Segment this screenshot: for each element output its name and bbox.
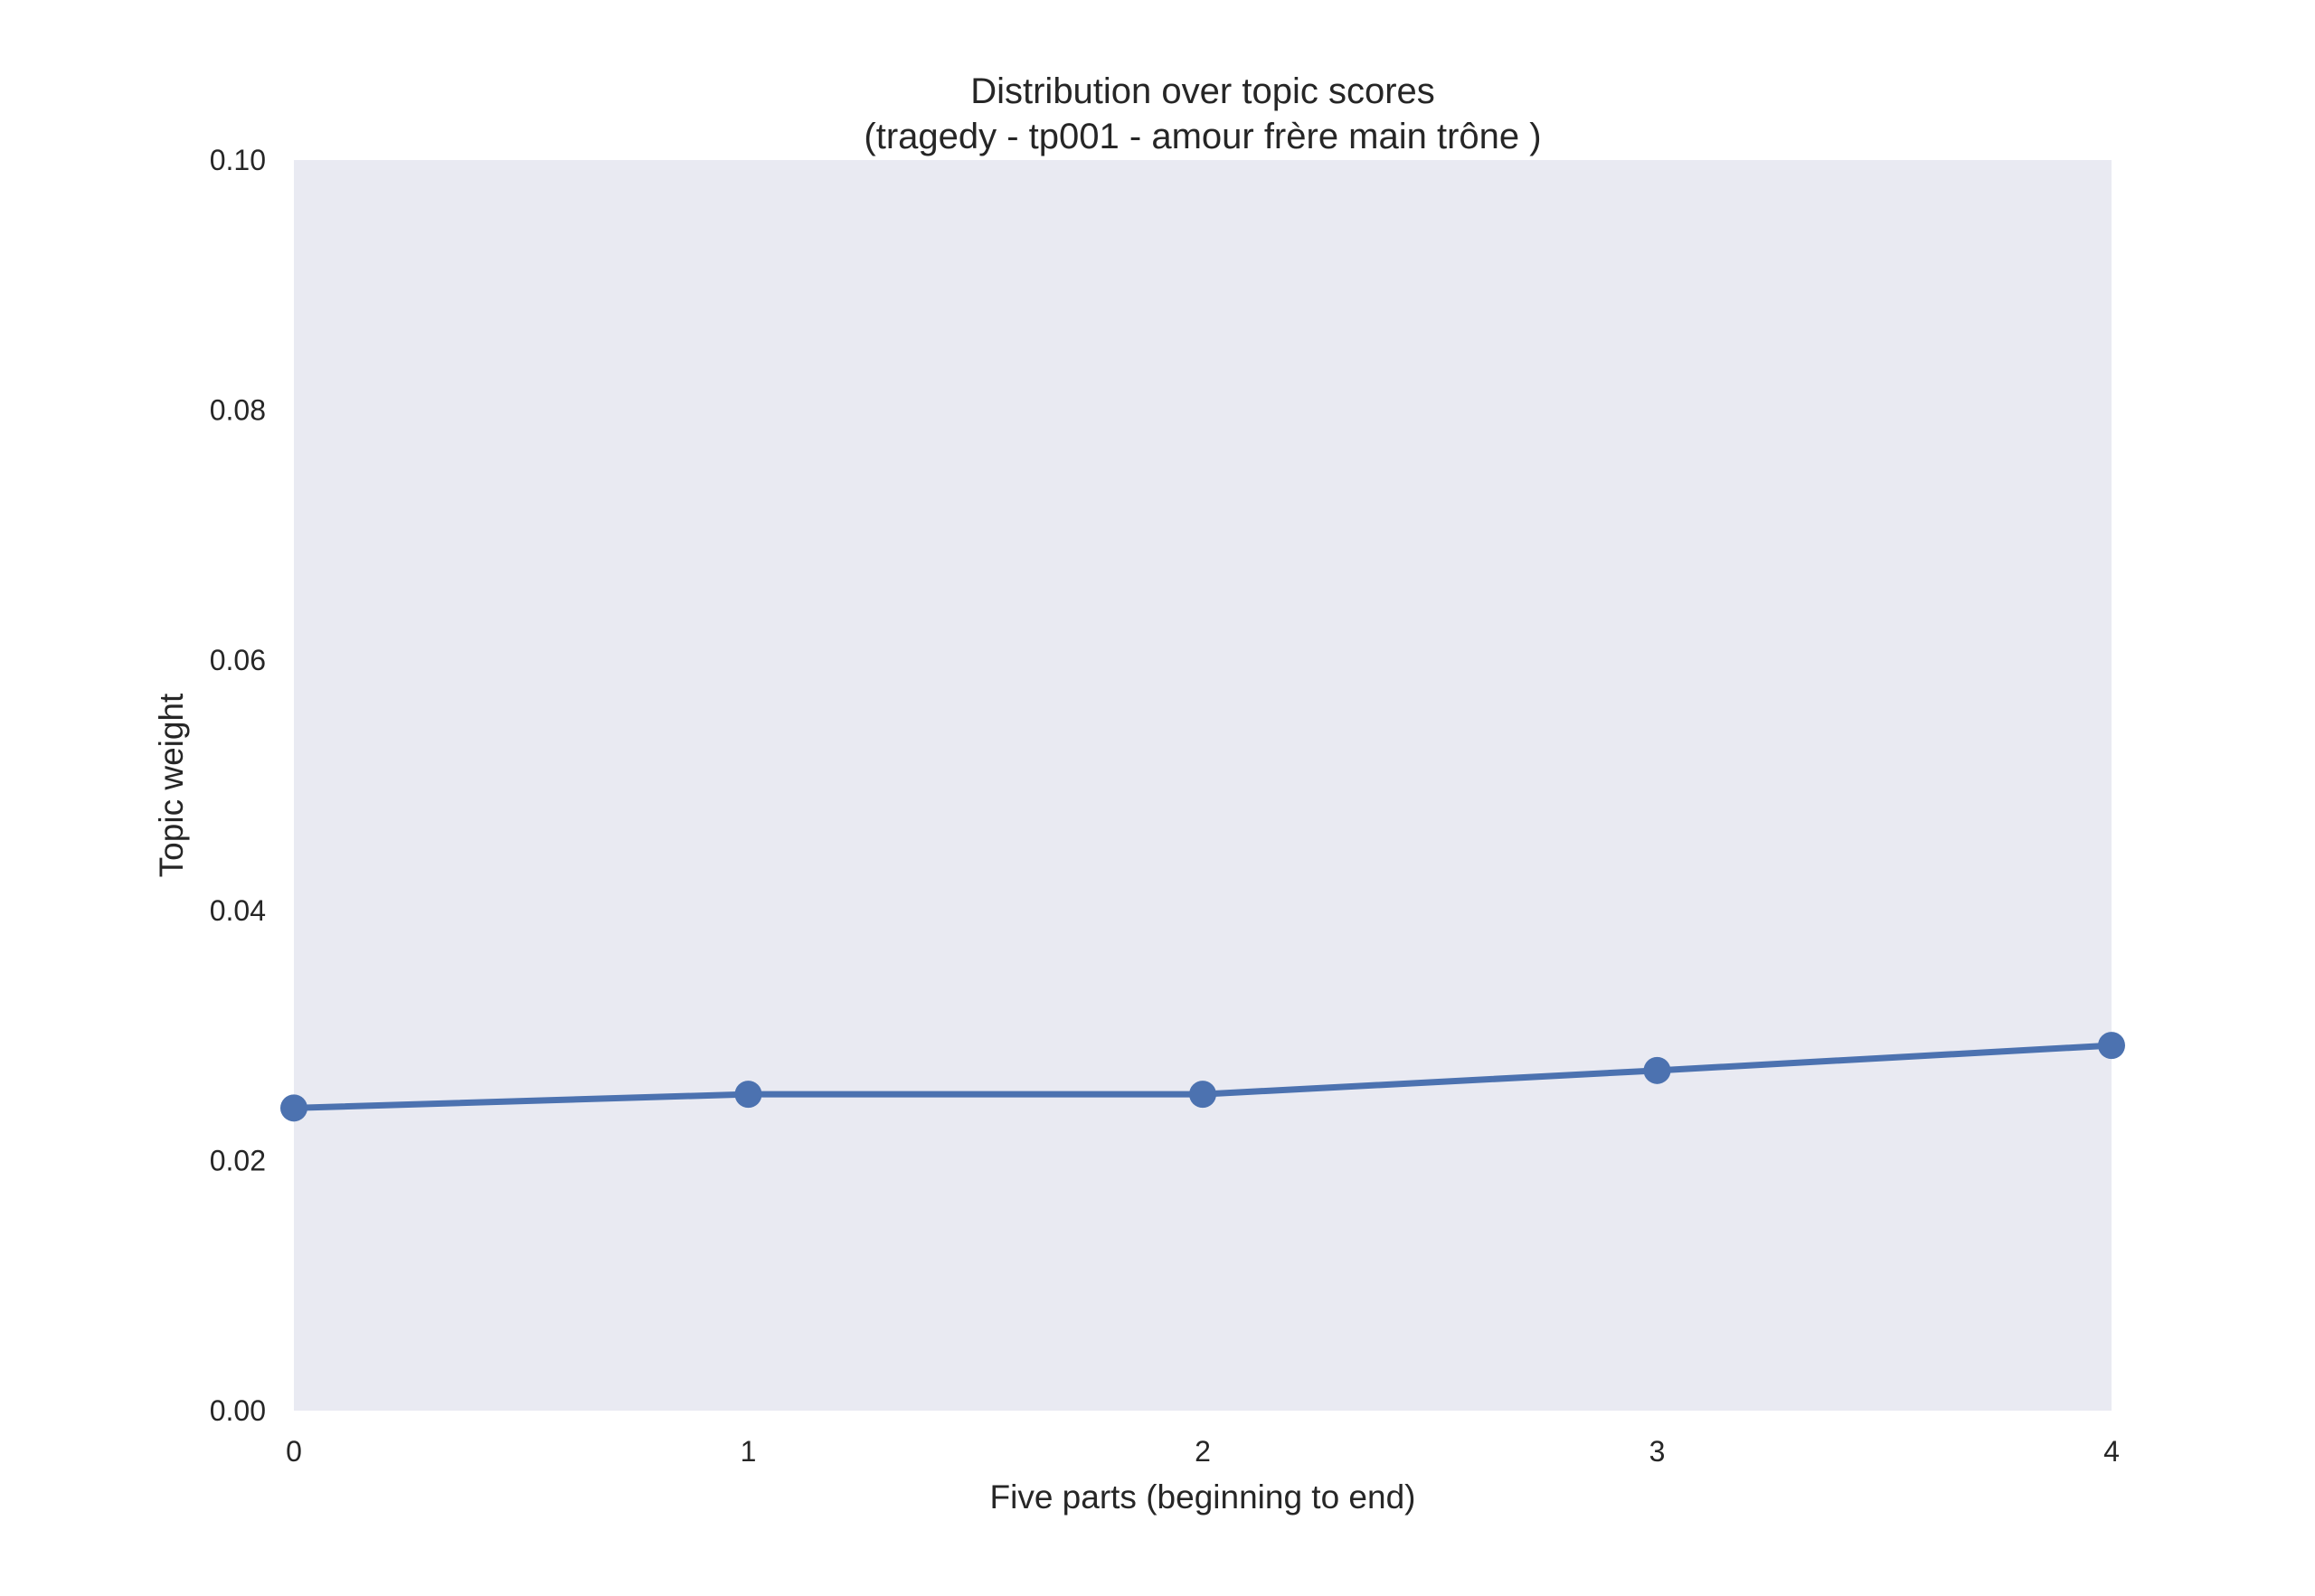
x-tick-label: 3 [1649,1435,1666,1468]
y-axis-ticks: 0.00 0.02 0.04 0.06 0.08 0.10 [210,144,266,1427]
x-tick-label: 1 [741,1435,757,1468]
y-tick-label: 0.04 [210,894,266,927]
y-tick-label: 0.06 [210,644,266,676]
y-tick-label: 0.00 [210,1394,266,1427]
x-tick-label: 0 [286,1435,302,1468]
data-point [1189,1081,1216,1109]
data-point [2098,1032,2125,1060]
data-point [734,1081,762,1109]
chart-subtitle: (tragedy - tp001 - amour frère main trôn… [864,117,1541,156]
x-tick-label: 4 [2103,1435,2120,1468]
y-tick-label: 0.08 [210,394,266,427]
x-axis-label: Five parts (beginning to end) [990,1478,1416,1516]
chart-title: Distribution over topic scores [970,71,1435,111]
x-axis-ticks: 0 1 2 3 4 [286,1435,2120,1468]
data-point [280,1094,307,1122]
y-tick-label: 0.10 [210,144,266,176]
plot-area [294,160,2112,1411]
y-tick-label: 0.02 [210,1144,266,1176]
series-layer [280,1032,2125,1122]
x-tick-label: 2 [1195,1435,1211,1468]
y-axis-label: Topic weight [153,693,190,877]
data-point [1643,1056,1671,1084]
